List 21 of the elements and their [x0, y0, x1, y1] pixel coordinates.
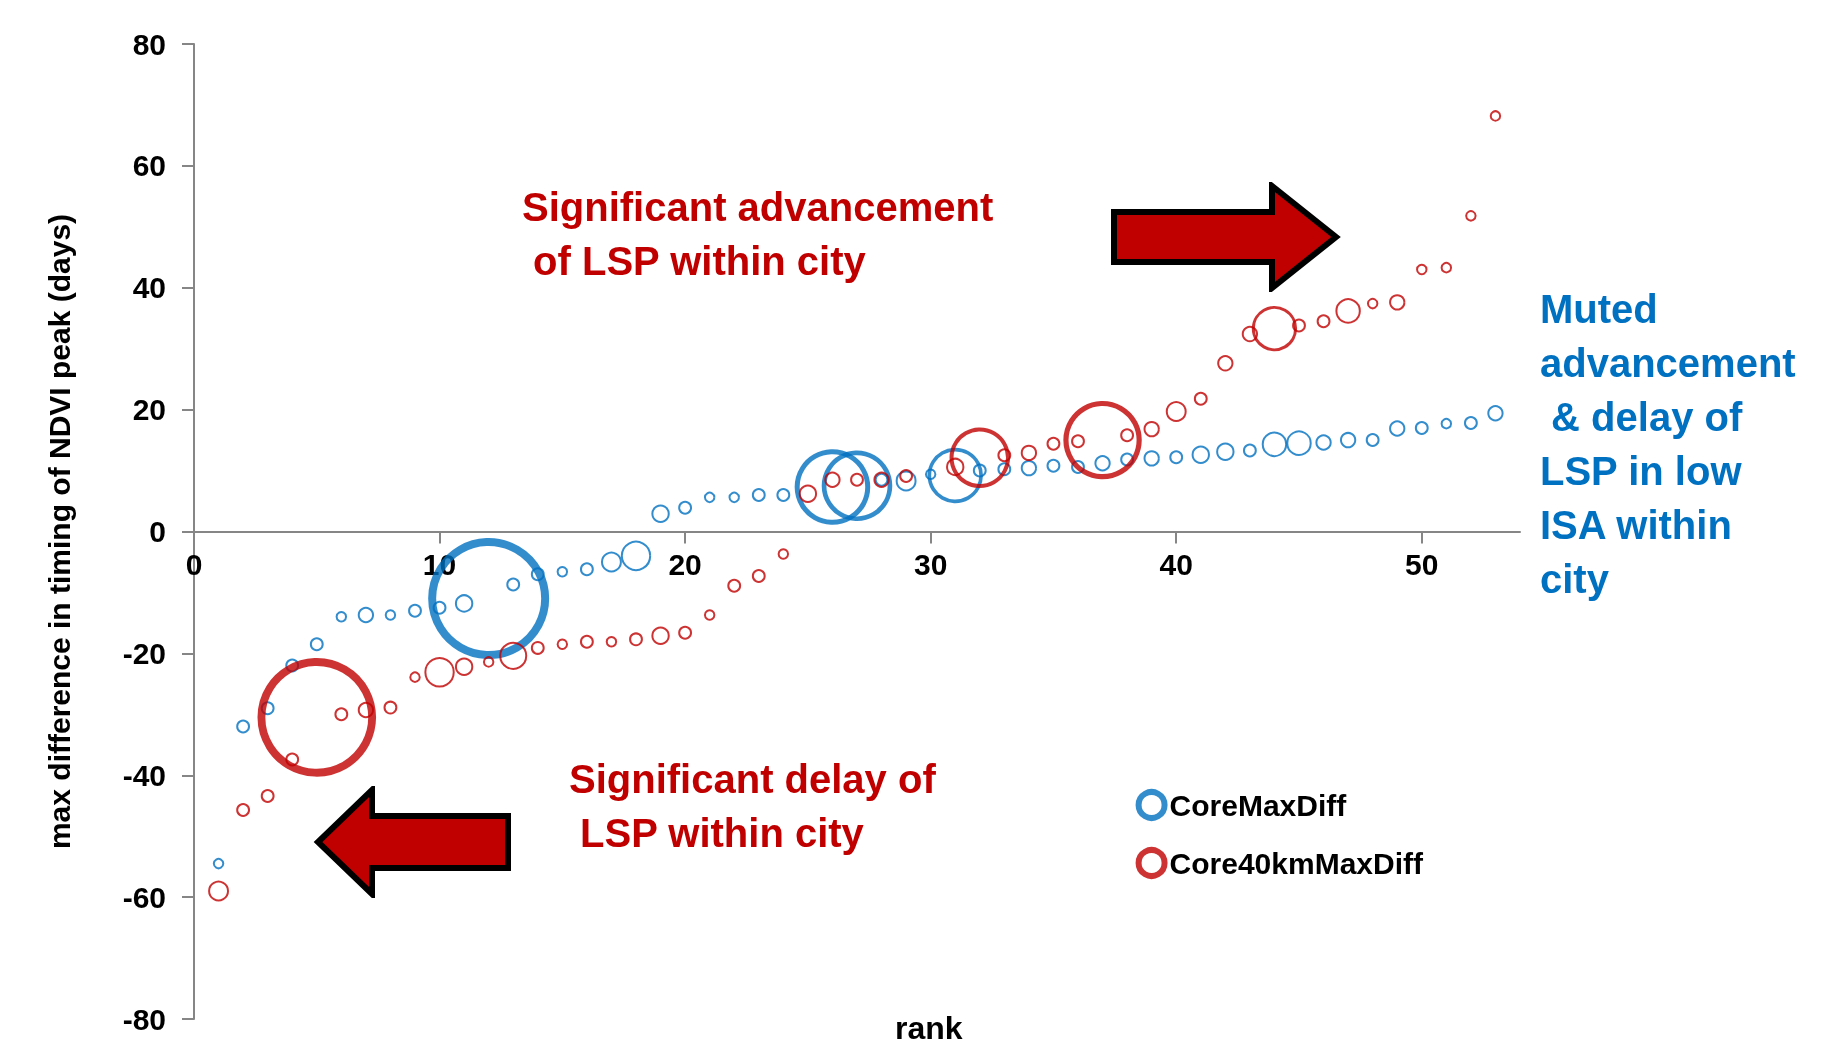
y-tick-label: -40: [122, 758, 166, 792]
legend-label: Core40kmMaxDiff: [1169, 846, 1425, 880]
y-tick-label: 0: [149, 515, 166, 548]
y-tick-label: 40: [132, 271, 166, 305]
x-tick-label: 40: [1159, 548, 1193, 581]
y-tick-label: -60: [122, 880, 166, 914]
x-tick-label: 20: [668, 548, 702, 581]
annotation: Significant delay of LSP within city: [569, 757, 937, 855]
y-tick-label: 80: [132, 27, 166, 61]
legend-label: CoreMaxDiff: [1169, 788, 1348, 822]
x-axis-title: rank: [895, 1010, 963, 1046]
y-tick-label: -20: [122, 636, 166, 670]
text: Muted advancement & delay of LSP in low ISA within city: [1540, 287, 1796, 601]
annotation: Significant advancement of LSP within city: [522, 185, 994, 283]
y-axis-title: max difference in timing of NDVI peak (days): [42, 213, 76, 850]
y-tick-label: 20: [132, 393, 166, 427]
y-tick-label: -80: [122, 1002, 166, 1036]
x-tick-label: 50: [1405, 548, 1439, 581]
x-tick-label: 30: [913, 548, 948, 581]
x-tick-label: 0: [185, 548, 203, 581]
y-tick-label: 60: [132, 149, 166, 183]
